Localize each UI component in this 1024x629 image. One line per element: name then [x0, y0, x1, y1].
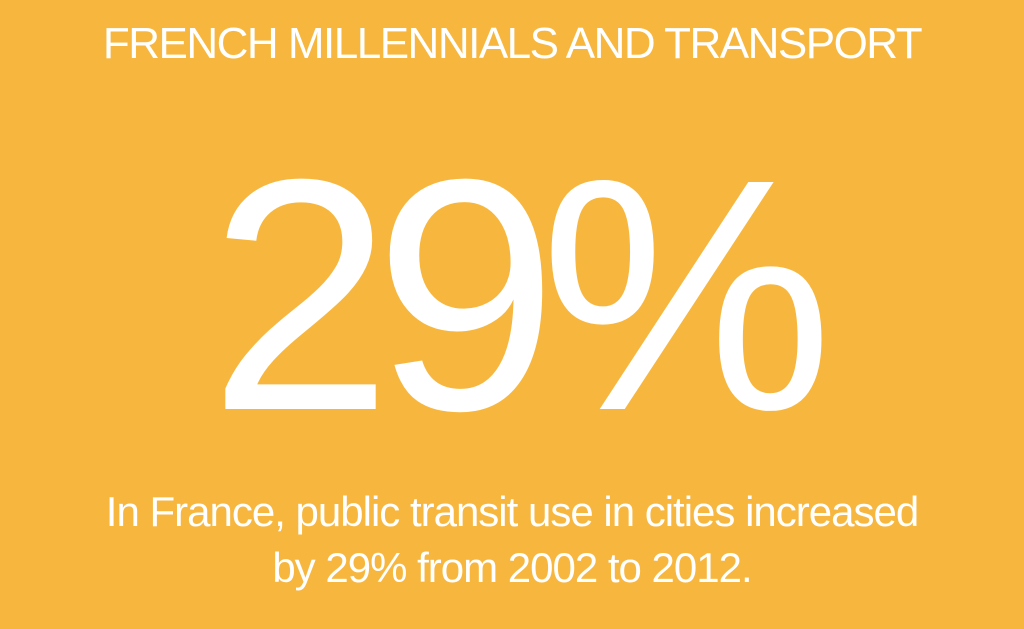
caption-line-1: In France, public transit use in cities … — [105, 488, 919, 535]
statistic-caption: In France, public transit use in cities … — [0, 484, 1024, 596]
caption-line-2: by 29% from 2002 to 2012. — [272, 544, 752, 591]
infographic-title: FRENCH MILLENNIALS AND TRANSPORT — [102, 19, 923, 68]
big-statistic: 29% — [208, 110, 833, 479]
